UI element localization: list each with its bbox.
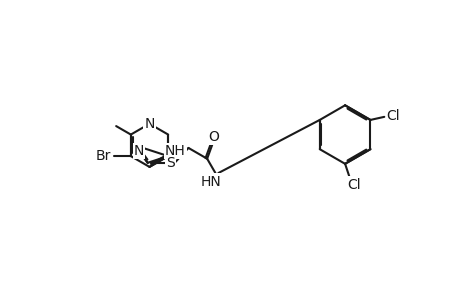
Text: Cl: Cl (386, 109, 399, 123)
Text: NH: NH (164, 144, 185, 158)
Text: N: N (144, 117, 154, 131)
Text: O: O (208, 130, 218, 144)
Text: HN: HN (201, 175, 221, 188)
Text: N: N (134, 144, 144, 158)
Text: S: S (166, 156, 175, 170)
Text: Br: Br (95, 149, 111, 163)
Text: Cl: Cl (347, 178, 360, 192)
